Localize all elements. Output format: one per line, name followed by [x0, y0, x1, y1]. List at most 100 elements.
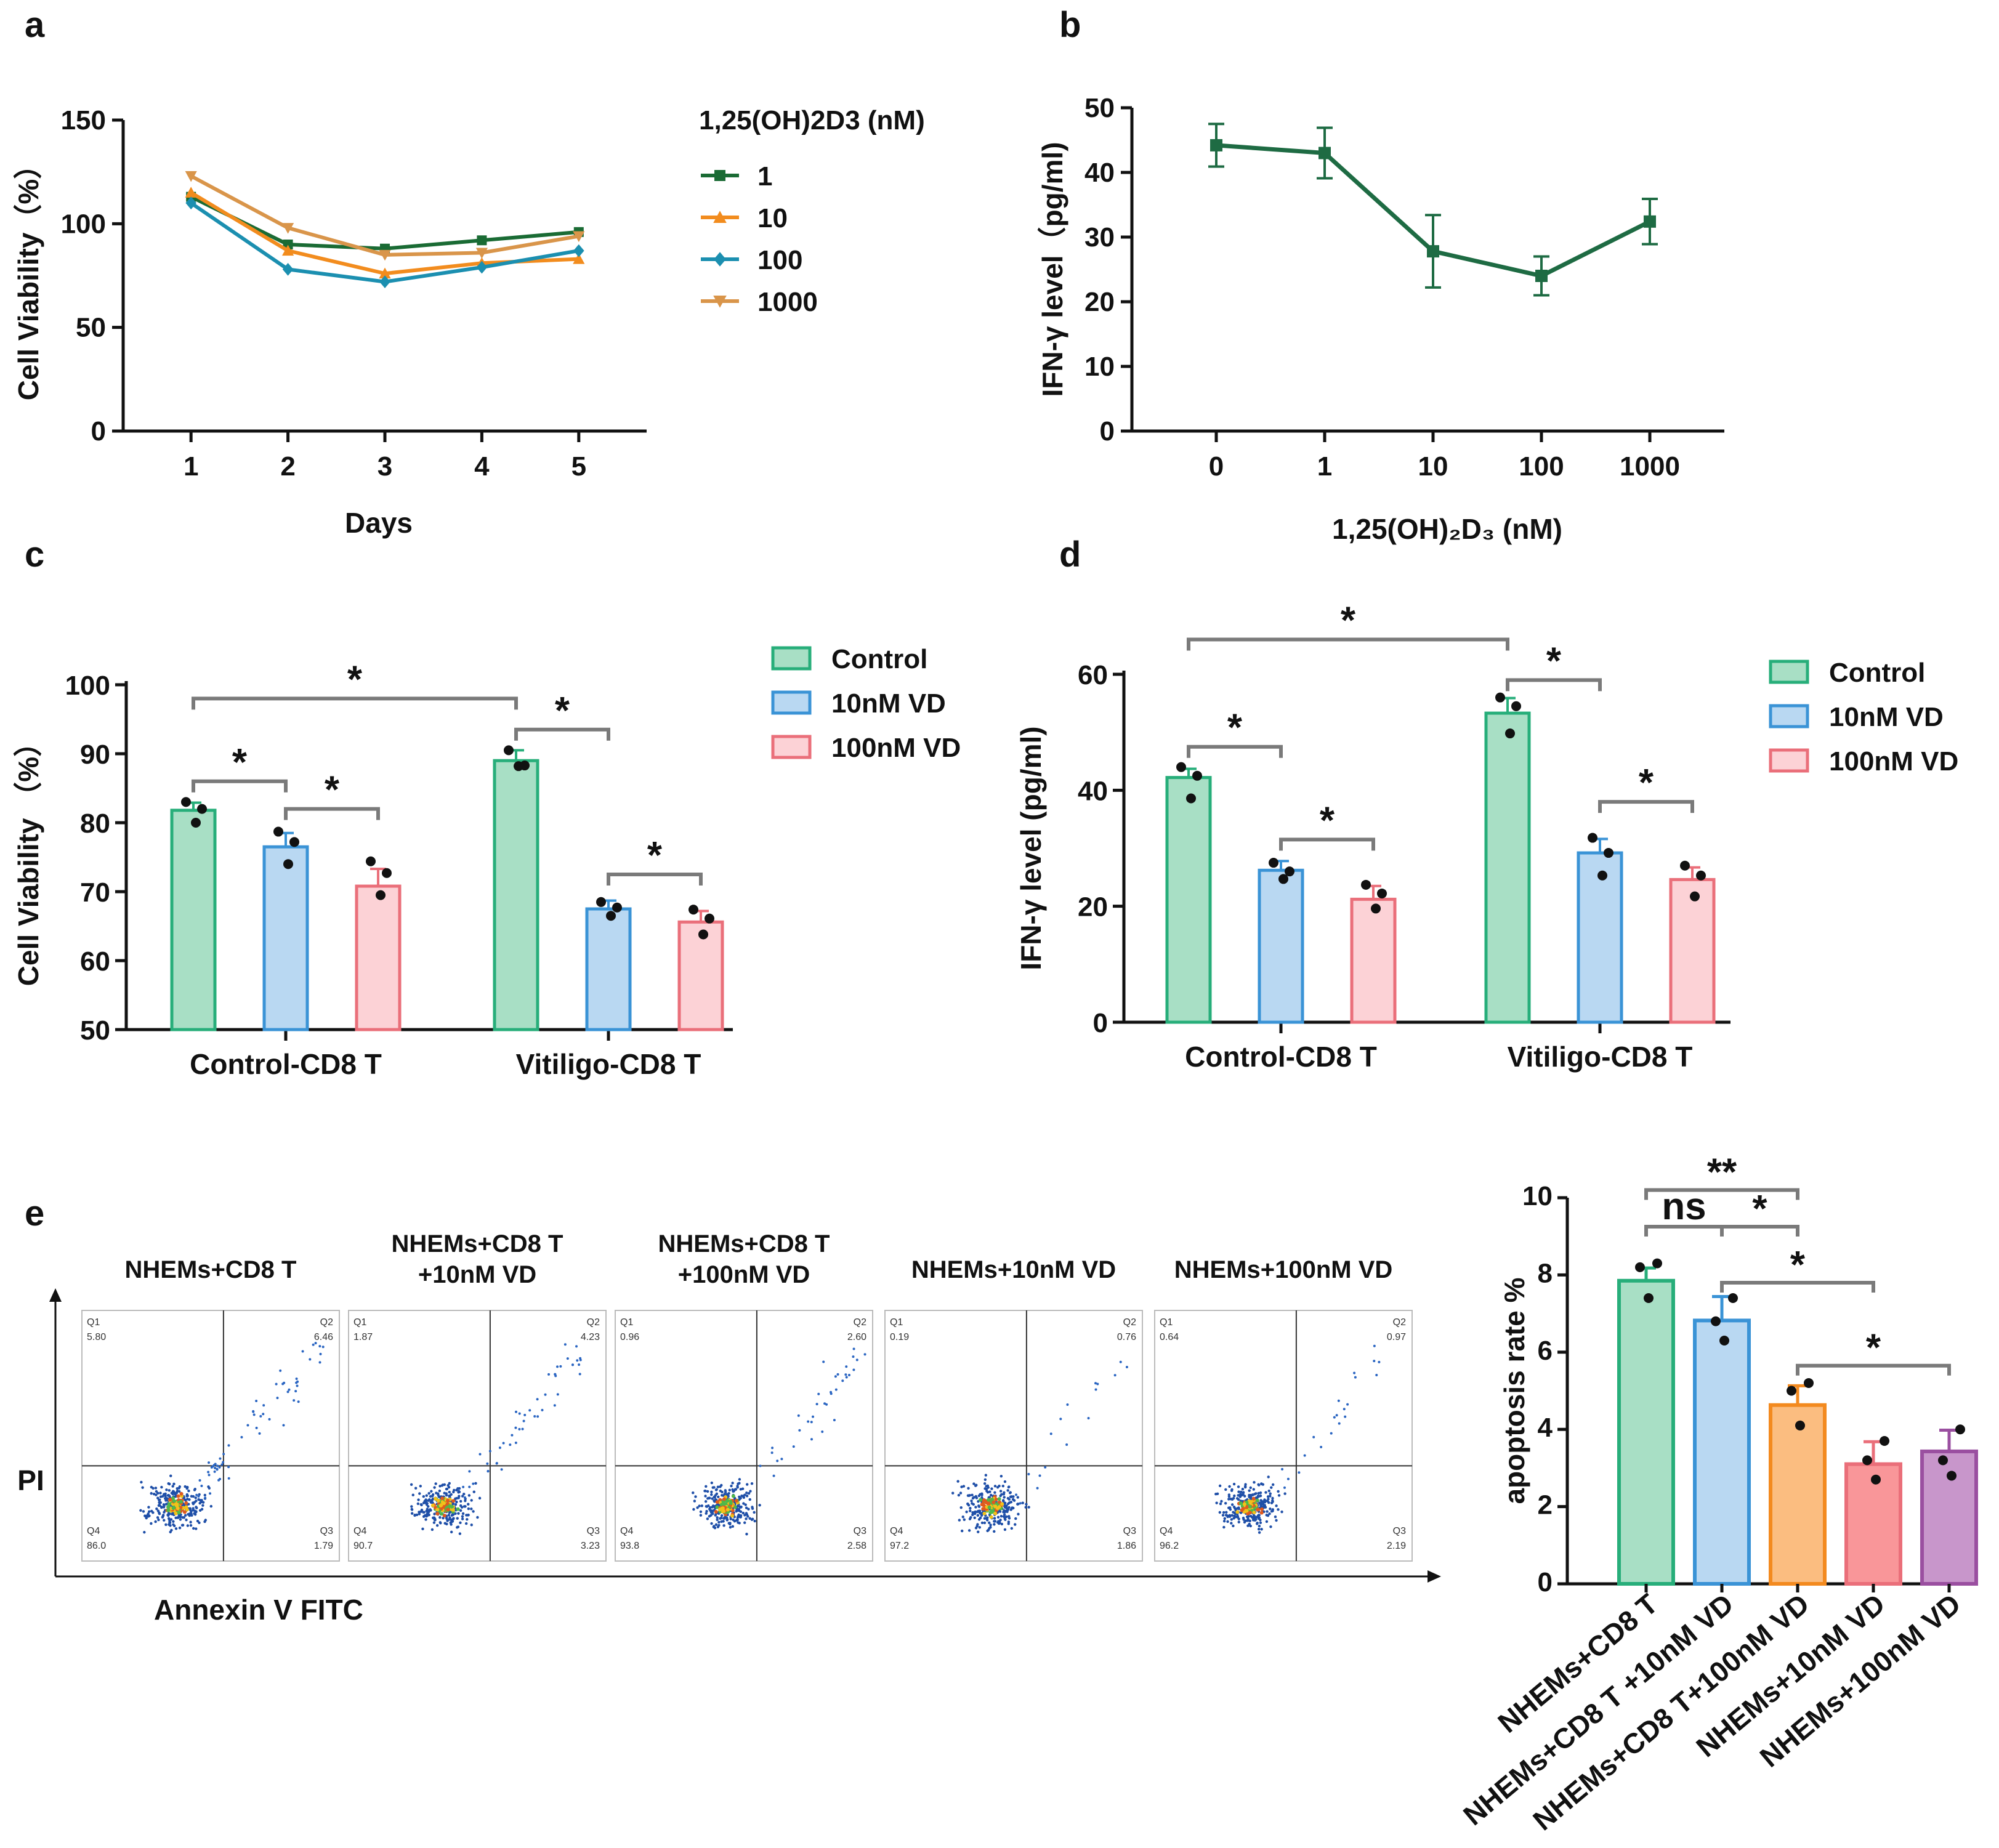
data-point-1000	[475, 248, 488, 259]
flow-event-dense	[722, 1497, 726, 1501]
flow-event	[155, 1493, 158, 1496]
flow-event	[1283, 1492, 1286, 1495]
y-axis-title: IFN-γ level（pg/ml)	[1036, 142, 1068, 397]
flow-event	[1249, 1524, 1252, 1528]
flow-event-dense	[1259, 1511, 1264, 1515]
legend-swatch-1	[1769, 704, 1809, 728]
quadrant-name-q3: Q3	[854, 1526, 866, 1536]
flow-event	[720, 1520, 723, 1523]
flow-event	[160, 1506, 163, 1509]
replicate-point	[1278, 874, 1288, 884]
flow-event-tail	[536, 1415, 539, 1418]
flow-event	[466, 1518, 469, 1521]
flow-event	[1250, 1515, 1254, 1519]
significance-bracket	[1796, 1363, 1951, 1376]
flow-event	[461, 1517, 464, 1520]
flow-event	[1277, 1494, 1281, 1497]
flow-event-tail	[1027, 1472, 1030, 1475]
flow-event	[192, 1527, 195, 1530]
flow-event-dense	[1240, 1508, 1244, 1512]
flow-event	[711, 1497, 714, 1500]
flow-event	[1259, 1519, 1262, 1522]
flow-event	[971, 1493, 974, 1496]
data-point-100	[476, 260, 488, 274]
flow-event	[977, 1530, 980, 1533]
flow-event	[1232, 1524, 1235, 1528]
flow-event-tail	[1338, 1422, 1341, 1425]
flow-event	[1227, 1493, 1231, 1496]
replicate-point	[1635, 1262, 1645, 1272]
flow-event	[1242, 1518, 1245, 1521]
flow-event-tail	[1378, 1360, 1381, 1363]
quadrant-value-q2: 2.60	[847, 1332, 866, 1342]
flow-event	[1265, 1520, 1269, 1523]
quadrant-name-q2: Q2	[1123, 1317, 1136, 1328]
flow-event	[1009, 1508, 1012, 1511]
flow-event	[1226, 1520, 1229, 1523]
flow-event-dense	[988, 1511, 993, 1515]
replicate-point	[1644, 1293, 1654, 1304]
flow-event	[1226, 1514, 1229, 1517]
flow-event-tail	[258, 1432, 261, 1435]
flow-event-tail	[772, 1474, 775, 1477]
flow-event-dense	[430, 1503, 435, 1507]
legend-label-10: 10	[757, 203, 788, 233]
flow-event	[1218, 1511, 1222, 1514]
flow-event-tail	[319, 1352, 322, 1355]
flow-event	[427, 1491, 430, 1495]
flow-event	[418, 1512, 421, 1515]
flow-event-tail	[1096, 1382, 1099, 1386]
bar-Control	[170, 809, 217, 1031]
flow-event-tail	[275, 1382, 278, 1386]
flow-event	[696, 1506, 699, 1509]
flow-event	[177, 1490, 181, 1493]
annexin-axis-label: Annexin V FITC	[154, 1594, 363, 1626]
flow-event-dense	[729, 1501, 733, 1506]
quadrant-value-q2: 6.46	[314, 1332, 333, 1342]
flow-event	[464, 1505, 467, 1508]
data-point-1	[283, 240, 293, 249]
replicate-point	[1862, 1455, 1872, 1466]
flow-event	[996, 1515, 1000, 1519]
flow-event-tail	[463, 1496, 466, 1499]
flow-event-tail	[1281, 1467, 1284, 1471]
flow-event	[195, 1506, 198, 1509]
flow-event	[168, 1482, 171, 1486]
legend-marker-1000	[713, 296, 727, 308]
flow-event	[458, 1532, 462, 1535]
flow-event	[428, 1498, 431, 1501]
flow-event	[156, 1509, 160, 1512]
flow-event-tail	[541, 1408, 544, 1411]
flow-event-tail	[509, 1443, 512, 1447]
flow-event	[700, 1504, 704, 1507]
quadrant-name-q2: Q2	[854, 1317, 866, 1328]
flow-event	[1228, 1485, 1231, 1488]
flow-event-tail	[252, 1410, 255, 1413]
flow-event	[977, 1499, 980, 1503]
flow-event	[174, 1527, 178, 1530]
flow-event	[1233, 1494, 1236, 1498]
flow-event	[476, 1515, 479, 1519]
quadrant-value-q3: 3.23	[581, 1541, 600, 1551]
flow-event	[1280, 1510, 1283, 1514]
flow-event-tail	[780, 1458, 783, 1461]
flow-event-tail	[1337, 1399, 1340, 1402]
flow-event	[1224, 1488, 1227, 1491]
flow-event-tail	[1333, 1416, 1336, 1419]
legend-label-0: Control	[1829, 658, 1925, 688]
legend-label-0: Control	[831, 644, 927, 674]
flow-event-dense	[730, 1514, 734, 1518]
flow-event	[969, 1509, 972, 1512]
flow-event	[745, 1491, 748, 1495]
flow-event	[713, 1527, 717, 1530]
flow-event	[430, 1528, 434, 1531]
flow-event-dense	[721, 1506, 725, 1511]
flow-event-tail	[214, 1467, 217, 1470]
flow-event	[976, 1514, 980, 1517]
flow-event	[706, 1490, 709, 1493]
replicate-point	[1604, 848, 1613, 858]
flow-event-tail	[852, 1368, 855, 1371]
flow-event	[742, 1502, 745, 1505]
flow-event	[164, 1523, 168, 1527]
flow-event-tail	[1320, 1445, 1323, 1448]
